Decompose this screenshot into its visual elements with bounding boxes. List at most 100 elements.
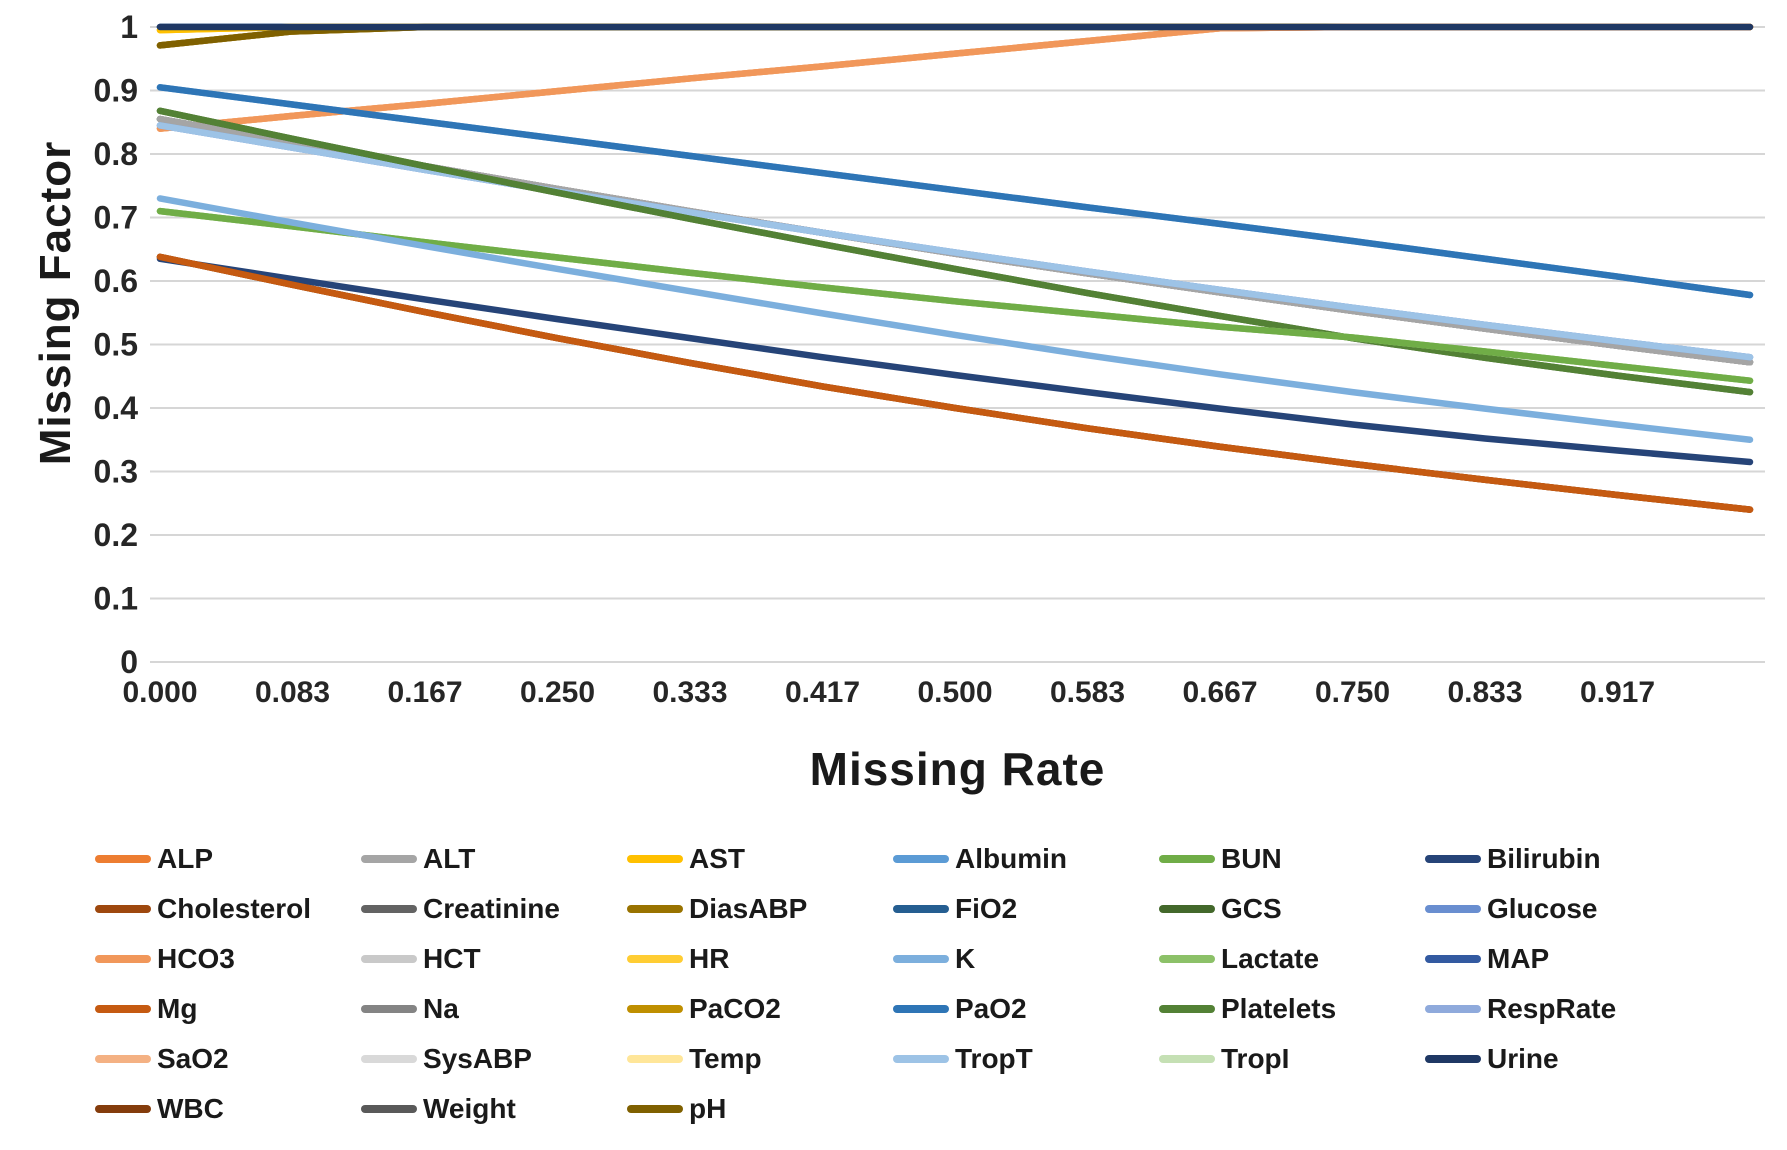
legend-item-Lactate: Lactate — [1159, 934, 1425, 984]
legend-swatch-FiO2 — [893, 905, 949, 913]
series-line-K — [156, 195, 1754, 443]
legend-item-MAP: MAP — [1425, 934, 1691, 984]
legend-swatch-ALP — [95, 855, 151, 863]
legend-label: PaO2 — [955, 993, 1027, 1024]
series-line-Bilirubin — [156, 255, 1754, 466]
legend-label: Temp — [689, 1043, 762, 1074]
x-axis-title: Missing Rate — [809, 743, 1106, 795]
x-tick-label: 0.417 — [785, 676, 860, 709]
legend-swatch-HCO3 — [95, 955, 151, 963]
y-tick-label: 0 — [120, 644, 138, 680]
legend-label: Albumin — [955, 843, 1067, 874]
legend-item-K: K — [893, 934, 1159, 984]
legend-label: TropI — [1221, 1043, 1290, 1074]
legend-item-Temp: Temp — [627, 1034, 893, 1084]
legend-label: pH — [689, 1093, 727, 1124]
legend-item-SaO2: SaO2 — [95, 1034, 361, 1084]
series-line-SaO2 — [156, 23, 1754, 132]
legend-swatch-Albumin — [893, 855, 949, 863]
series-line-TropT — [156, 122, 1754, 361]
series-line-ALP — [156, 23, 1754, 132]
legend-swatch-Bilirubin — [1425, 855, 1481, 863]
y-tick-label: 0.1 — [94, 581, 138, 617]
legend-swatch-TropI — [1159, 1055, 1215, 1063]
series-line-HCO3 — [156, 23, 1754, 132]
legend-swatch-HCT — [361, 955, 417, 963]
legend-item-Albumin: Albumin — [893, 834, 1159, 884]
legend-swatch-Mg — [95, 1005, 151, 1013]
y-tick-label: 1 — [120, 9, 138, 45]
legend-label: Glucose — [1487, 893, 1598, 924]
x-tick-label: 0.583 — [1050, 676, 1125, 709]
x-tick-label: 0.750 — [1315, 676, 1390, 709]
legend-item-AST: AST — [627, 834, 893, 884]
y-tick-label: 0.9 — [94, 73, 138, 109]
legend-swatch-Na — [361, 1005, 417, 1013]
series-line-Platelets — [156, 107, 1754, 396]
chart-legend: ALP ALT AST Albumin BUN Bilirubin Cholesterol C… — [95, 834, 1735, 1134]
legend-item-HCT: HCT — [361, 934, 627, 984]
y-tick-label: 0.5 — [94, 327, 138, 363]
legend-label: GCS — [1221, 893, 1282, 924]
legend-item-PaO2: PaO2 — [893, 984, 1159, 1034]
legend-item-WBC: WBC — [95, 1084, 361, 1134]
legend-swatch-Glucose — [1425, 905, 1481, 913]
x-tick-label: 0.917 — [1580, 676, 1655, 709]
legend-label: HR — [689, 943, 730, 974]
legend-item-Creatinine: Creatinine — [361, 884, 627, 934]
legend-swatch-Platelets — [1159, 1005, 1215, 1013]
legend-label: PaCO2 — [689, 993, 781, 1024]
legend-item-TropT: TropT — [893, 1034, 1159, 1084]
legend-label: Creatinine — [423, 893, 560, 924]
legend-swatch-Urine — [1425, 1055, 1481, 1063]
legend-item-BUN: BUN — [1159, 834, 1425, 884]
legend-item-Platelets: Platelets — [1159, 984, 1425, 1034]
series-line-Mg — [156, 253, 1754, 513]
legend-label: HCT — [423, 943, 481, 974]
x-tick-label: 0.167 — [387, 676, 462, 709]
legend-swatch-ALT — [361, 855, 417, 863]
x-tick-label: 0.083 — [255, 676, 330, 709]
y-tick-label: 0.6 — [94, 263, 138, 299]
y-tick-label: 0.4 — [94, 390, 139, 426]
series-line-BUN — [156, 207, 1754, 384]
legend-swatch-Creatinine — [361, 905, 417, 913]
legend-label: WBC — [157, 1093, 224, 1124]
legend-label: Urine — [1487, 1043, 1559, 1074]
legend-swatch-MAP — [1425, 955, 1481, 963]
legend-item-Na: Na — [361, 984, 627, 1034]
y-tick-label: 0.3 — [94, 454, 138, 490]
legend-swatch-BUN — [1159, 855, 1215, 863]
legend-label: Cholesterol — [157, 893, 312, 924]
series-line-PaO2 — [156, 84, 1754, 299]
legend-label: TropT — [955, 1043, 1033, 1074]
legend-swatch-Lactate — [1159, 955, 1215, 963]
y-axis-title: Missing Factor — [31, 140, 80, 466]
legend-label: SaO2 — [157, 1043, 229, 1074]
legend-swatch-K — [893, 955, 949, 963]
legend-item-Mg: Mg — [95, 984, 361, 1034]
legend-item-HR: HR — [627, 934, 893, 984]
legend-label: Mg — [157, 993, 198, 1024]
legend-swatch-HR — [627, 955, 683, 963]
legend-swatch-PaCO2 — [627, 1005, 683, 1013]
legend-item-TropI: TropI — [1159, 1034, 1425, 1084]
legend-swatch-DiasABP — [627, 905, 683, 913]
legend-label: AST — [689, 843, 745, 874]
legend-item-SysABP: SysABP — [361, 1034, 627, 1084]
x-tick-label: 0.250 — [520, 676, 595, 709]
legend-swatch-GCS — [1159, 905, 1215, 913]
legend-swatch-SaO2 — [95, 1055, 151, 1063]
legend-label: RespRate — [1487, 993, 1617, 1024]
legend-swatch-PaO2 — [893, 1005, 949, 1013]
y-tick-label: 0.8 — [94, 136, 138, 172]
legend-item-Glucose: Glucose — [1425, 884, 1691, 934]
legend-item-ALT: ALT — [361, 834, 627, 884]
legend-item-Bilirubin: Bilirubin — [1425, 834, 1691, 884]
legend-label: ALT — [423, 843, 476, 874]
legend-label: MAP — [1487, 943, 1550, 974]
legend-label: HCO3 — [157, 943, 235, 974]
legend-swatch-Temp — [627, 1055, 683, 1063]
y-tick-label: 0.2 — [94, 517, 138, 553]
